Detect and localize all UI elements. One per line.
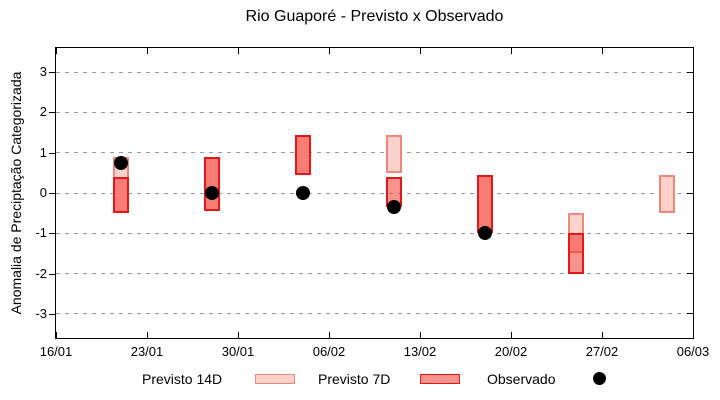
x-tick-label: 13/02	[403, 344, 437, 359]
legend-label-observado: Observado	[487, 371, 556, 387]
y-tick-mark	[687, 152, 693, 154]
plot-inner	[55, 48, 694, 338]
x-tick-mark	[328, 48, 330, 54]
range-bar-previsto-14d	[659, 174, 675, 214]
y-tick-mark	[687, 192, 693, 194]
range-bar-previsto-7d	[477, 174, 493, 234]
x-tick-mark	[601, 48, 603, 54]
x-tick-label: 30/01	[221, 344, 255, 359]
y-tick-mark	[49, 193, 56, 194]
x-tick-mark	[328, 332, 330, 338]
x-tick-mark	[419, 48, 421, 54]
x-tick-label: 20/02	[494, 344, 528, 359]
x-tick-mark	[55, 332, 57, 338]
gridline-y	[56, 111, 693, 113]
range-bar-previsto-7d	[568, 233, 584, 274]
observed-dot	[296, 186, 310, 200]
x-tick-mark	[601, 332, 603, 338]
x-tick-mark	[55, 48, 57, 54]
y-tick-mark	[49, 152, 56, 154]
legend-label-previsto-14d: Previsto 14D	[142, 371, 223, 387]
range-bar-previsto-7d	[295, 134, 311, 175]
x-tick-mark	[692, 332, 694, 338]
legend-swatch-previsto-7d-icon	[420, 374, 460, 384]
observed-dot	[205, 186, 219, 200]
y-tick-label: -3	[35, 305, 47, 321]
y-tick-label: 0	[39, 185, 47, 200]
y-tick-label: 2	[39, 104, 47, 120]
y-tick-mark	[49, 313, 56, 315]
x-tick-mark	[146, 48, 148, 54]
x-tick-mark	[237, 332, 239, 338]
y-tick-mark	[687, 313, 693, 315]
y-tick-mark	[49, 233, 56, 235]
gridline-y	[56, 313, 693, 315]
x-tick-label: 06/02	[312, 344, 346, 359]
range-bar-previsto-7d	[204, 156, 220, 212]
x-tick-mark	[510, 48, 512, 54]
observed-dot	[478, 226, 492, 241]
gridline-y	[56, 232, 693, 234]
chart-title: Rio Guaporé - Previsto x Observado	[245, 8, 504, 25]
y-tick-mark	[687, 71, 693, 73]
observed-dot	[114, 155, 128, 170]
x-tick-label: 16/01	[39, 344, 73, 359]
y-tick-label: 1	[39, 144, 47, 160]
x-tick-label: 06/03	[676, 344, 710, 359]
legend-label-previsto-7d: Previsto 7D	[318, 371, 391, 387]
x-tick-mark	[692, 48, 694, 54]
legend: Previsto 14D Previsto 7D Observado	[0, 368, 720, 390]
plot-area	[55, 47, 694, 339]
gridline-y	[56, 152, 693, 154]
y-tick-label: -2	[35, 265, 47, 281]
x-tick-mark	[237, 48, 239, 54]
y-tick-mark	[49, 72, 56, 74]
x-tick-mark	[419, 332, 421, 338]
x-tick-mark	[510, 332, 512, 338]
y-tick-mark	[687, 232, 693, 234]
range-bar-previsto-14d	[386, 134, 402, 173]
range-bar-previsto-7d	[113, 176, 129, 214]
x-tick-label: 27/02	[585, 344, 619, 359]
y-tick-mark	[49, 112, 56, 114]
observed-dot	[387, 200, 401, 215]
legend-dot-observado-icon	[593, 372, 606, 385]
legend-swatch-previsto-14d-icon	[255, 374, 295, 384]
y-tick-label: 3	[39, 64, 47, 80]
gridline-y	[56, 71, 693, 73]
y-tick-mark	[49, 273, 56, 275]
y-tick-label: -1	[35, 225, 47, 241]
x-tick-label: 23/01	[130, 344, 164, 359]
y-tick-mark	[687, 273, 693, 275]
gridline-y	[56, 273, 693, 275]
x-tick-mark	[146, 332, 148, 338]
y-tick-mark	[687, 111, 693, 113]
gridline-y	[56, 192, 693, 194]
